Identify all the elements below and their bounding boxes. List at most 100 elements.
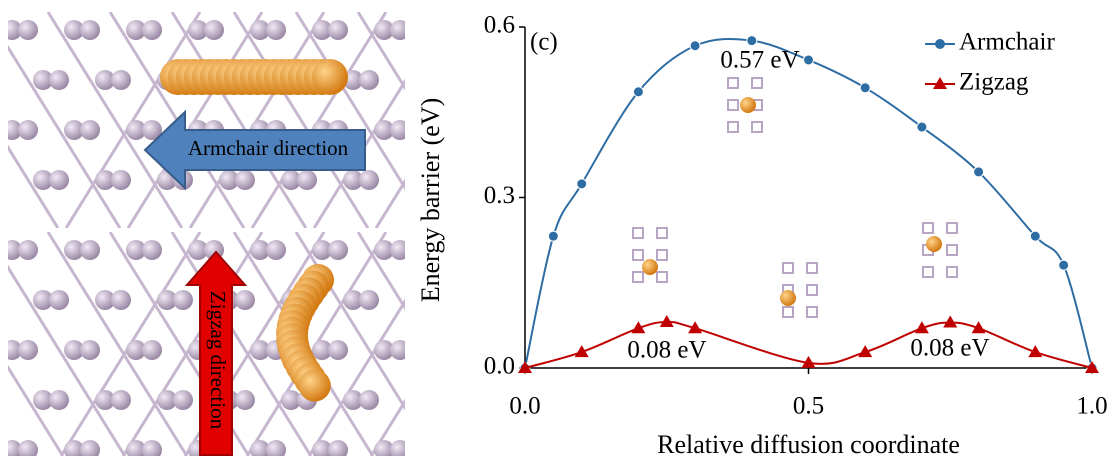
inset-li [780,290,796,306]
y-tick-label: 0.3 [484,182,515,209]
bond [500,12,634,228]
x-tick-label: 0.5 [793,393,824,420]
atom [421,70,441,90]
marker [917,122,927,132]
atom [18,240,38,260]
atom [328,240,348,260]
annotation: 0.08 eV [910,335,989,362]
bond [562,12,696,228]
atom [266,240,286,260]
atom [390,120,410,140]
marker [804,55,814,65]
atom [18,440,38,460]
inset-atom [923,267,933,277]
inset-atom [728,78,738,88]
inset-atom [807,285,817,295]
atom [359,390,379,410]
bond [48,12,182,228]
inset-atom [657,272,667,282]
atom [49,290,69,310]
inset-atom [633,272,643,282]
inset-atom [728,122,738,132]
atom [80,240,100,260]
li-atom [299,370,331,402]
atom [111,290,131,310]
inset-atom [728,100,738,110]
marker [660,315,674,327]
atom [49,390,69,410]
atom [80,20,100,40]
bond [495,232,634,456]
atom [390,440,410,460]
atom [390,20,410,40]
bond [296,12,430,228]
atom [359,290,379,310]
legend-label: Zigzag [959,69,1029,96]
x-tick-label: 0.0 [509,393,540,420]
atom [359,70,379,90]
atom [142,340,162,360]
inset-li [642,259,658,275]
inset-atom [752,122,762,132]
atom [235,170,255,190]
bond [433,232,572,456]
atom [328,20,348,40]
atom [266,20,286,40]
inset-atom [947,267,957,277]
bond [0,12,120,228]
bond [172,12,306,228]
atom [49,170,69,190]
inset-atom [657,228,667,238]
atom [405,390,425,410]
annotation: 0.57 eV [720,47,799,74]
atom [18,120,38,140]
atom [173,390,193,410]
atom [18,340,38,360]
inset-atom [807,307,817,317]
inset-atom [807,263,817,273]
bond [190,12,324,228]
x-axis-label: Relative diffusion coordinate [657,430,960,459]
bond [252,12,386,228]
inset-atom [783,307,793,317]
inset-atom [657,250,667,260]
atom [421,390,441,410]
atom [80,440,100,460]
atom [111,70,131,90]
inset-atom [947,223,957,233]
arrow-label: Zigzag direction [206,291,230,430]
inset-li [926,236,942,252]
atom [359,170,379,190]
annotation: (c) [530,29,558,56]
marker [633,87,643,97]
bond [234,12,368,228]
bond [0,232,1,456]
marker [974,167,984,177]
annotation: 0.08 eV [627,337,706,364]
inset-atom [633,228,643,238]
li-atom [312,59,348,95]
atom [142,20,162,40]
atom [328,340,348,360]
inset-atom [633,250,643,260]
marker [548,231,558,241]
y-tick-label: 0.6 [484,12,515,39]
marker [860,83,870,93]
x-tick-label: 1.0 [1076,393,1107,420]
marker [1030,231,1040,241]
y-axis-label: Energy barrier (eV) [416,98,445,303]
atom [235,290,255,310]
figure: Armchair direction Zigzag direction 0.00… [0,0,1116,467]
bond [128,12,262,228]
atom [328,440,348,460]
marker [747,36,757,46]
atom [390,240,410,260]
atom [390,340,410,360]
atom [142,440,162,460]
atom [142,240,162,260]
atom [49,70,69,90]
legend-marker [935,39,945,49]
marker [943,316,957,328]
lattice-top [0,12,758,228]
atom [18,20,38,40]
